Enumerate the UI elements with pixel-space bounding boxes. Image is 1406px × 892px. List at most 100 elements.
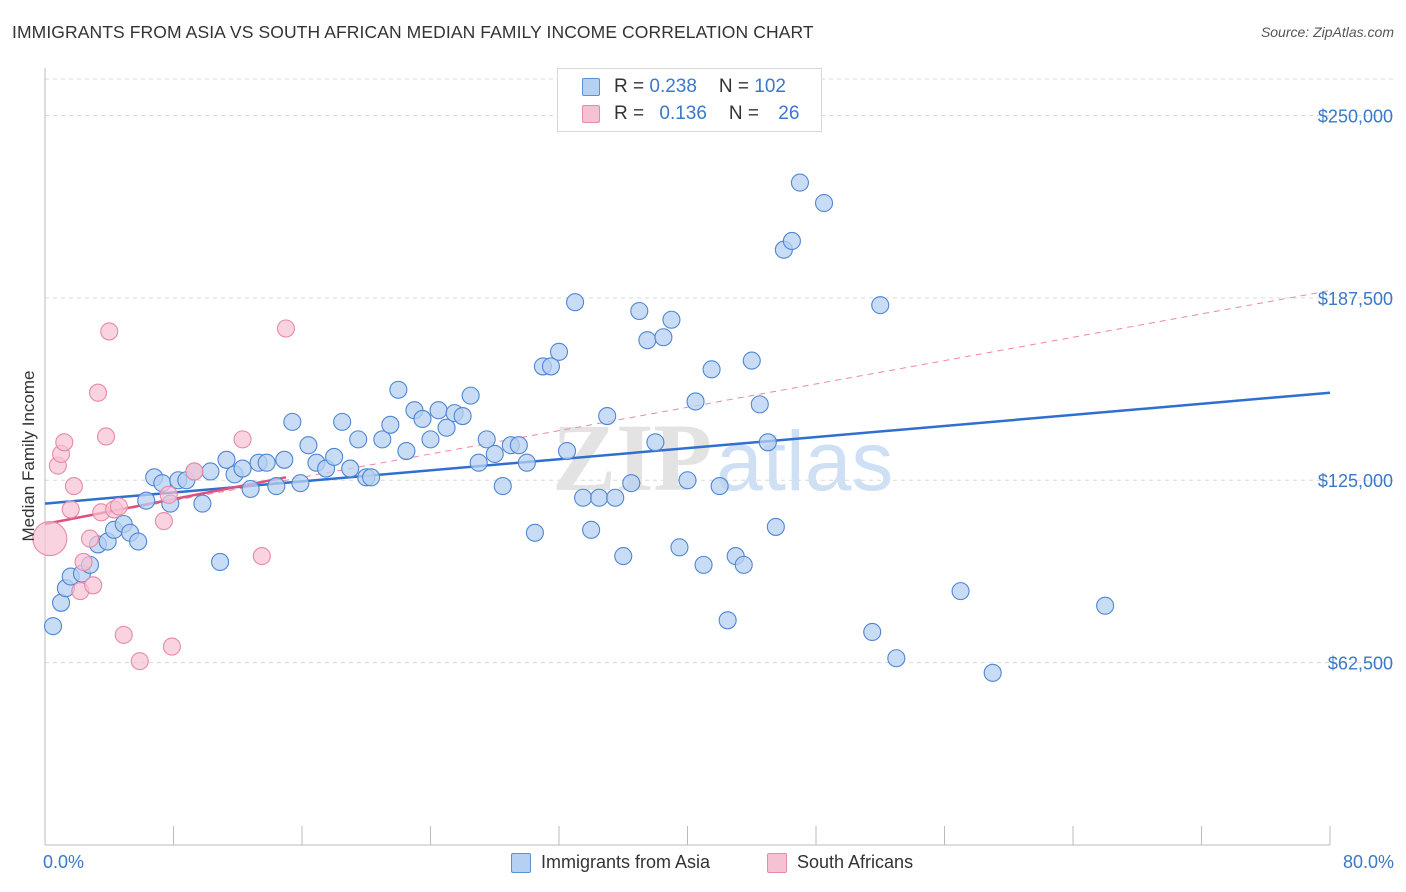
data-point-asia	[638, 331, 657, 350]
legend-swatch-blue	[511, 852, 531, 873]
data-point-asia	[662, 310, 681, 329]
stats-legend: R = 0.238 N = 102 R = 0.136 N = 26	[557, 68, 822, 132]
y-tick-label: $62,500	[1328, 654, 1393, 674]
data-point-asia	[485, 444, 504, 464]
x-axis-min-label: 0.0%	[43, 852, 85, 872]
data-point-asia	[718, 611, 737, 630]
data-point-asia	[362, 468, 381, 487]
data-point-asia	[630, 301, 649, 321]
watermark-atlas: atlas	[716, 414, 893, 508]
data-point-asia	[871, 296, 890, 315]
data-point-asia	[686, 392, 705, 411]
data-point-asia	[373, 430, 392, 449]
legend-r-label: R =	[614, 76, 650, 97]
series-immigrants-from-asia	[43, 173, 1115, 682]
y-tick-label: $125,000	[1318, 471, 1393, 491]
data-point-asia	[413, 409, 432, 429]
axes	[44, 68, 1331, 846]
data-point-asia	[574, 488, 593, 507]
data-point-asia	[758, 433, 777, 452]
data-point-asia	[257, 453, 276, 472]
data-point-south-africans	[130, 652, 149, 671]
legend-r-value: 0.136	[659, 103, 707, 124]
data-point-asia	[211, 552, 230, 571]
data-point-south-africans	[154, 512, 173, 531]
data-point-asia	[590, 488, 609, 507]
data-point-south-africans	[96, 427, 116, 446]
data-point-asia	[325, 447, 344, 466]
data-point-south-africans	[276, 319, 295, 338]
data-point-asia	[43, 617, 63, 636]
legend-n-value: 26	[778, 103, 800, 124]
data-point-asia	[750, 395, 769, 414]
data-point-asia	[291, 474, 310, 493]
data-point-asia	[694, 555, 713, 574]
data-point-asia	[525, 523, 544, 542]
legend-n-label: N =	[728, 103, 765, 124]
data-point-asia	[341, 459, 360, 478]
data-point-asia	[557, 442, 577, 461]
legend-swatch-blue	[582, 78, 600, 96]
data-point-asia	[217, 450, 236, 469]
data-point-south-africans	[114, 625, 133, 644]
legend-r-label: R =	[614, 103, 650, 124]
data-point-asia	[1096, 596, 1115, 615]
data-point-south-africans	[100, 322, 119, 341]
data-point-asia	[598, 406, 617, 426]
data-point-asia	[582, 520, 601, 539]
data-point-asia	[782, 231, 801, 251]
x-axis-max-label: 80.0%	[1342, 852, 1394, 872]
data-point-south-africans	[233, 430, 252, 449]
data-point-south-africans	[80, 529, 100, 548]
data-point-south-africans	[252, 547, 271, 566]
data-point-asia	[670, 538, 689, 557]
data-point-asia	[790, 173, 809, 192]
data-point-asia	[429, 401, 448, 420]
data-point-asia	[233, 459, 252, 478]
legend-label-south-africans: South Africans	[797, 852, 914, 872]
data-point-south-africans	[162, 637, 181, 656]
data-point-asia	[333, 412, 352, 431]
data-point-south-africans	[74, 552, 93, 571]
data-point-asia	[299, 436, 318, 455]
series-south-africans	[32, 319, 295, 671]
data-point-asia	[983, 663, 1002, 682]
data-point-asia	[283, 412, 302, 431]
data-point-asia	[493, 477, 512, 496]
data-point-asia	[814, 193, 834, 213]
legend-swatch-pink	[582, 105, 600, 123]
data-point-asia	[453, 406, 472, 426]
data-point-asia	[509, 436, 528, 455]
data-point-south-africans	[159, 485, 178, 504]
data-point-asia	[887, 649, 906, 668]
data-point-asia	[477, 430, 496, 449]
data-point-south-africans	[84, 576, 103, 595]
bottom-legend-south-africans: South Africans	[767, 852, 913, 873]
data-point-south-africans	[185, 462, 204, 481]
data-point-asia	[129, 532, 148, 551]
data-point-asia	[267, 477, 286, 496]
data-point-asia	[654, 328, 673, 347]
data-point-asia	[606, 488, 625, 507]
data-point-asia	[397, 442, 416, 461]
data-point-south-africans	[61, 500, 80, 519]
legend-n-value: 102	[754, 76, 786, 97]
data-point-asia	[437, 418, 456, 437]
data-point-asia	[863, 622, 882, 642]
data-point-asia	[710, 477, 729, 496]
data-point-south-africans	[32, 521, 68, 557]
data-point-asia	[381, 415, 400, 434]
data-point-asia	[646, 433, 665, 452]
data-point-asia	[702, 360, 721, 379]
source-label: Source: ZipAtlas.com	[1260, 24, 1394, 40]
data-point-south-africans	[88, 383, 108, 402]
data-point-asia	[389, 380, 408, 399]
data-point-asia	[549, 342, 569, 361]
data-point-asia	[622, 474, 641, 493]
legend-r-value: 0.238	[649, 76, 697, 97]
data-point-asia	[193, 494, 212, 513]
y-tick-label: $187,500	[1318, 289, 1393, 309]
data-point-asia	[766, 517, 785, 536]
chart-title: IMMIGRANTS FROM ASIA VS SOUTH AFRICAN ME…	[12, 22, 814, 42]
bottom-legend-asia: Immigrants from Asia	[511, 852, 710, 873]
